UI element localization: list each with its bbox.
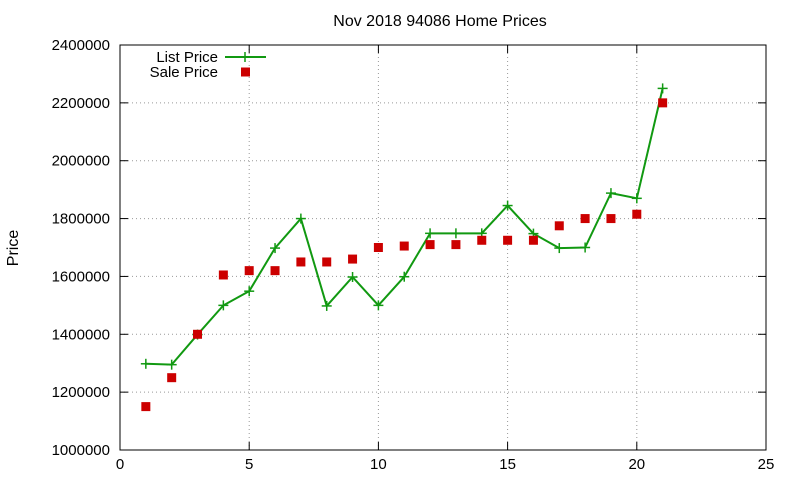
sale-price-point xyxy=(503,235,513,245)
list-price-point xyxy=(502,200,513,211)
sale-price-point xyxy=(477,235,487,245)
y-tick-label: 2400000 xyxy=(52,37,110,54)
sale-price-point xyxy=(348,254,358,264)
sale-price-point xyxy=(193,329,203,339)
list-price-point xyxy=(321,300,332,311)
sale-price-point xyxy=(244,266,254,276)
y-tick-label: 1600000 xyxy=(52,268,110,285)
list-price-point xyxy=(580,242,591,253)
y-tick-label: 1400000 xyxy=(52,326,110,343)
x-tick-label: 20 xyxy=(628,456,645,473)
sale-price-point xyxy=(606,214,616,224)
sale-price-point xyxy=(373,243,383,252)
ticks-layer: 0 5 10 15 20 25 1000000 1200000 1400000 1600000 18… xyxy=(52,37,775,473)
list-price-point xyxy=(166,359,177,370)
x-tick-label: 5 xyxy=(245,456,253,473)
grid-layer xyxy=(120,45,766,450)
x-tick-label: 10 xyxy=(370,456,387,473)
sale-price-point xyxy=(528,235,538,245)
sale-price-point xyxy=(658,98,668,108)
list-price-point xyxy=(270,243,281,254)
sale-price-point xyxy=(218,270,228,280)
y-tick-label: 2200000 xyxy=(52,95,110,112)
sale-price-point xyxy=(632,209,642,219)
sale-price-point xyxy=(580,214,590,224)
list-price-point xyxy=(399,271,410,282)
sale-price-point xyxy=(451,240,461,250)
y-axis-title: Price xyxy=(5,230,22,267)
sale-price-point xyxy=(425,240,435,250)
sale-price-point xyxy=(399,241,409,251)
y-tick-label: 1800000 xyxy=(52,211,110,228)
sale-price-point xyxy=(141,402,151,412)
list-price-point xyxy=(347,272,358,283)
sale-price-point xyxy=(554,221,564,231)
y-tick-label: 2000000 xyxy=(52,153,110,170)
legend-square-sample xyxy=(241,67,250,77)
list-price-point xyxy=(425,228,436,239)
x-tick-label: 0 xyxy=(116,456,124,473)
list-price-point xyxy=(605,188,616,199)
list-price-point xyxy=(631,193,642,204)
legend-line-sample xyxy=(225,52,266,62)
legend-label: List Price xyxy=(156,49,218,66)
list-price-point xyxy=(657,83,668,94)
sale-price-point xyxy=(167,373,177,383)
y-tick-label: 1000000 xyxy=(52,442,110,459)
list-price-point xyxy=(450,228,461,239)
plot-frame xyxy=(119,44,767,451)
legend-label: Sale Price xyxy=(150,64,218,81)
list-price-point xyxy=(554,243,565,254)
list-price-point xyxy=(295,213,306,224)
list-price-point xyxy=(140,358,151,369)
series-line-list-price xyxy=(145,88,664,366)
list-price-point xyxy=(218,300,229,311)
x-tick-label: 25 xyxy=(758,456,775,473)
sale-price-point xyxy=(270,266,280,276)
sale-price-point xyxy=(296,257,306,267)
chart-title: Nov 2018 94086 Home Prices xyxy=(333,13,546,30)
y-tick-label: 1200000 xyxy=(52,384,110,401)
list-price-point xyxy=(373,300,384,311)
list-price-point xyxy=(244,286,255,297)
sale-price-point xyxy=(322,257,332,267)
x-tick-label: 15 xyxy=(499,456,516,473)
series-layer xyxy=(140,83,668,412)
